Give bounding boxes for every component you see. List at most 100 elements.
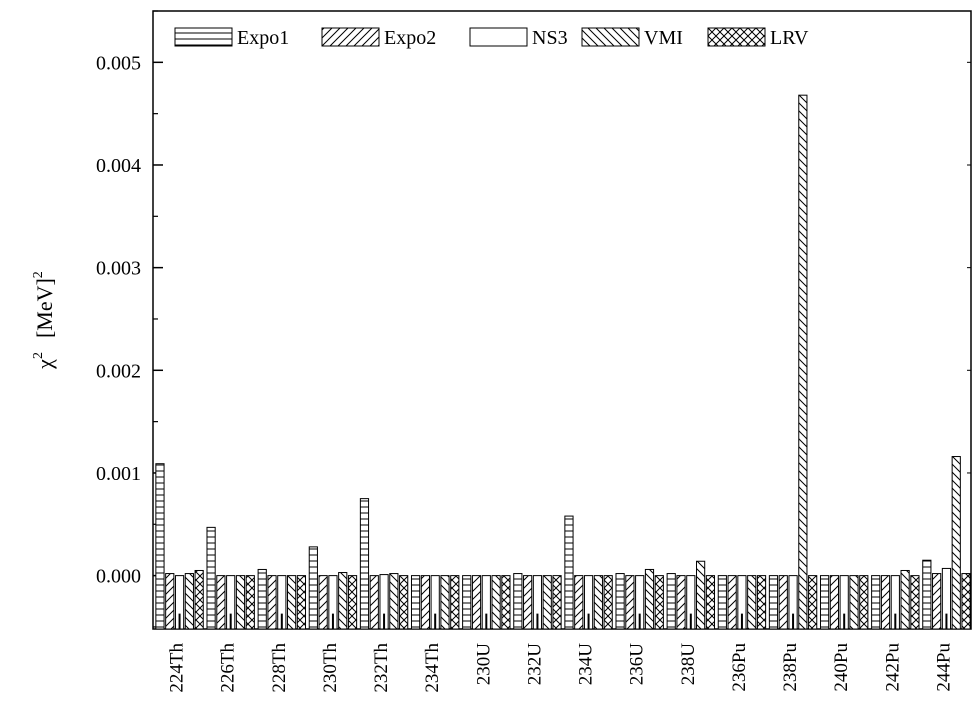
legend-swatch-expo1 <box>174 27 233 47</box>
bar-expo1-226th <box>206 526 216 630</box>
bar-expo1-234u <box>564 515 574 630</box>
y-axis-title: χ2[MeV]2 <box>31 271 57 370</box>
y-tick-label: 0.004 <box>96 155 141 177</box>
x-category-label: 224Th <box>167 643 188 693</box>
bar-expo1-240pu <box>819 575 830 630</box>
x-category-label: 240Pu <box>831 643 852 692</box>
x-category-label: 234U <box>576 643 597 686</box>
bar-expo1-236pu <box>717 575 727 630</box>
bar-vmi-238pu <box>798 94 808 630</box>
x-category-label: 228Th <box>269 643 290 693</box>
legend-label-lrv: LRV <box>770 27 809 49</box>
bar-lrv-242pu <box>910 575 920 630</box>
bar-vmi-244pu <box>951 456 961 630</box>
bar-expo2-228th <box>267 575 277 630</box>
bar-expo2-230u <box>471 575 482 630</box>
bar-expo1-224th <box>155 463 165 630</box>
bar-vmi-232th <box>389 573 399 630</box>
bar-expo1-228th <box>257 568 267 630</box>
bar-vmi-240pu <box>849 575 859 630</box>
plot-frame <box>152 10 972 630</box>
bar-lrv-238u <box>705 575 716 630</box>
bar-lrv-236u <box>654 575 664 630</box>
bar-lrv-234th <box>450 575 460 630</box>
bar-series-group <box>155 94 971 630</box>
bar-vmi-230u <box>491 575 501 630</box>
x-category-label: 236Pu <box>729 643 750 692</box>
legend-label-vmi: VMI <box>644 27 683 49</box>
bar-expo1-230u <box>462 575 472 630</box>
legend-swatch-lrv <box>707 27 766 47</box>
bar-expo2-236pu <box>727 575 737 630</box>
legend-label-expo2: Expo2 <box>384 27 436 49</box>
bar-expo1-232th <box>359 498 370 630</box>
bar-expo2-244pu <box>932 573 942 630</box>
bar-lrv-230th <box>347 575 358 630</box>
bar-expo2-236u <box>625 575 635 630</box>
bar-expo2-238u <box>676 575 686 630</box>
bar-vmi-226th <box>235 575 246 630</box>
bar-lrv-232u <box>552 575 562 630</box>
y-tick-label: 0.003 <box>96 258 141 280</box>
bar-expo2-238pu <box>778 575 788 630</box>
x-category-label: 244Pu <box>933 643 954 692</box>
x-category-label: 238U <box>678 643 699 686</box>
bar-lrv-228th <box>296 575 307 630</box>
bar-expo2-240pu <box>829 575 839 630</box>
bar-lrv-240pu <box>859 575 869 630</box>
x-category-label: 232U <box>524 643 545 686</box>
legend-swatch-ns3 <box>469 27 528 47</box>
bar-expo2-234u <box>574 575 584 630</box>
x-category-label: 238Pu <box>780 643 801 692</box>
bar-vmi-234u <box>593 575 603 630</box>
bar-expo2-230th <box>318 575 328 630</box>
x-category-label: 226Th <box>218 643 239 693</box>
bar-expo1-234th <box>410 575 421 630</box>
legend-swatch-expo2 <box>321 27 380 47</box>
bar-expo2-224th <box>165 573 175 630</box>
bar-lrv-236pu <box>756 575 767 630</box>
bar-vmi-224th <box>184 573 194 630</box>
bar-lrv-224th <box>194 569 204 630</box>
bar-expo1-238u <box>666 573 676 630</box>
y-tick-label: 0.002 <box>96 360 141 382</box>
y-tick-label: 0.005 <box>96 52 141 74</box>
bar-expo2-232th <box>369 575 379 630</box>
bar-expo2-242pu <box>880 575 891 630</box>
x-category-label: 232Th <box>371 643 392 693</box>
y-axis-symbol: χ <box>32 359 57 370</box>
bar-expo1-244pu <box>922 559 932 630</box>
y-axis: 0.000 0.001 0.002 0.003 0.004 0.005 <box>96 10 971 628</box>
bar-vmi-228th <box>287 575 297 630</box>
bar-lrv-234u <box>603 575 613 630</box>
bar-expo2-234th <box>420 575 430 630</box>
x-category-label: 242Pu <box>882 643 903 692</box>
bar-lrv-238pu <box>808 575 818 630</box>
x-category-label: 230U <box>473 643 494 686</box>
bar-lrv-232th <box>399 575 409 630</box>
bar-expo2-232u <box>523 575 533 630</box>
bar-vmi-238u <box>696 560 706 630</box>
bar-expo1-236u <box>615 573 625 630</box>
bar-vmi-232u <box>542 575 552 630</box>
x-axis: 224Th 226Th 228Th 230Th 232Th 234Th 230U 232U 23… <box>167 643 955 693</box>
y-axis-unit-sup: 2 <box>31 271 46 278</box>
bar-lrv-230u <box>501 575 511 630</box>
legend-swatch-vmi <box>581 27 640 47</box>
bar-expo2-226th <box>216 575 226 630</box>
x-category-label: 234Th <box>422 643 443 693</box>
x-category-label: 230Th <box>320 643 341 693</box>
legend-label-expo1: Expo1 <box>237 27 289 49</box>
bar-vmi-230th <box>338 572 348 630</box>
y-tick-label: 0.001 <box>96 463 141 485</box>
bar-expo1-230th <box>308 546 318 630</box>
y-axis-symbol-sup: 2 <box>31 352 46 359</box>
bar-lrv-244pu <box>961 573 971 630</box>
y-tick-label: 0.000 <box>96 566 141 588</box>
bar-lrv-226th <box>245 575 255 630</box>
bar-vmi-234th <box>440 575 450 630</box>
legend-label-ns3: NS3 <box>532 27 568 49</box>
bar-expo1-242pu <box>871 575 881 630</box>
x-category-label: 236U <box>627 643 648 686</box>
